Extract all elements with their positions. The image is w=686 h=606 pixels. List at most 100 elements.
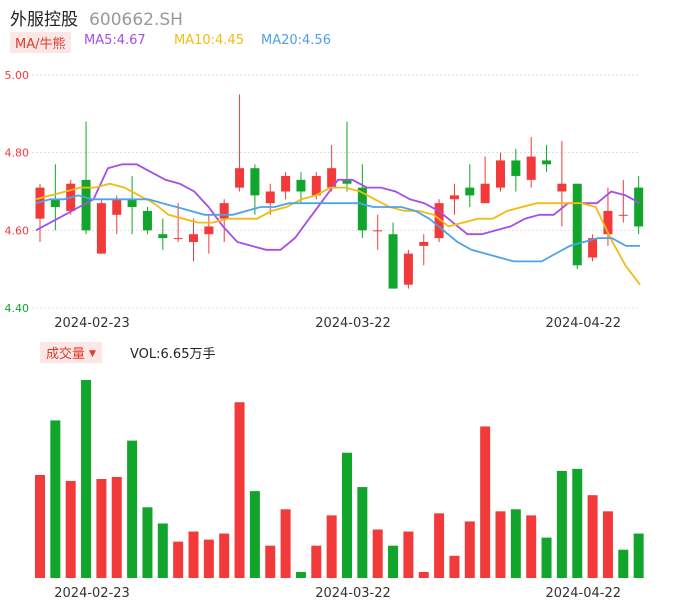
volume-bar <box>388 545 399 578</box>
price-tick-label: 4.60 <box>5 224 30 237</box>
candle-body <box>127 199 137 208</box>
volume-bar <box>249 491 260 578</box>
volume-bar <box>326 515 337 578</box>
volume-value: VOL:6.65万手 <box>130 347 216 362</box>
volume-bar <box>35 474 45 578</box>
volume-bar <box>203 539 214 578</box>
chevron-down-icon: ▼ <box>89 349 96 359</box>
candle-body <box>618 214 628 216</box>
volume-bar <box>157 523 168 578</box>
volume-bar <box>357 487 368 578</box>
ma10-value: MA10:4.45 <box>174 33 244 48</box>
candle-body <box>158 234 168 239</box>
volume-bar <box>342 452 352 578</box>
candle-body <box>403 253 413 285</box>
ma-line-ma5 <box>35 163 641 251</box>
volume-bar <box>111 476 122 578</box>
candle-body <box>112 199 122 215</box>
volume-bar <box>127 440 138 578</box>
candle-body <box>542 160 552 165</box>
volume-bar <box>572 468 583 578</box>
volume-bar <box>510 509 521 578</box>
candle-body <box>588 238 598 258</box>
candle-body <box>173 238 183 240</box>
volume-bar <box>311 545 322 578</box>
candle-body <box>142 210 152 231</box>
candle-body <box>81 179 91 231</box>
candle-body <box>511 160 521 176</box>
volume-bar <box>495 511 506 578</box>
volume-bar <box>142 507 153 578</box>
candle-body <box>634 187 644 227</box>
candle-body <box>327 168 337 188</box>
candle-body <box>204 226 214 235</box>
candle-body <box>496 160 505 188</box>
candle-body <box>281 175 291 192</box>
price-tick-label: 4.80 <box>5 147 30 160</box>
volume-bar <box>618 549 629 578</box>
volume-date-label: 2024-04-22 <box>545 586 621 601</box>
volume-bar <box>418 571 429 578</box>
volume-bar <box>480 426 491 578</box>
volume-date-label: 2024-02-23 <box>54 586 130 601</box>
volume-bar <box>633 533 644 578</box>
volume-bar <box>173 541 184 578</box>
volume-bar <box>372 529 383 578</box>
candle-body <box>373 230 383 232</box>
candle-body <box>357 187 367 231</box>
volume-bar <box>188 531 199 578</box>
candle-body <box>434 203 444 239</box>
candle-body <box>342 179 352 184</box>
candle-body <box>603 210 613 235</box>
ma20-value: MA20:4.56 <box>261 33 331 48</box>
candle-body <box>449 195 459 200</box>
volume-bar <box>556 470 567 578</box>
volume-bar <box>219 533 230 578</box>
volume-indicator-tag[interactable]: 成交量 ▼ <box>40 342 102 363</box>
candle-body <box>265 191 275 204</box>
ma5-value: MA5:4.67 <box>84 33 146 48</box>
candle-body <box>388 234 398 289</box>
ma-line-ma10 <box>35 182 641 286</box>
volume-bar <box>65 481 76 578</box>
volume-bar <box>265 545 276 578</box>
candle-body <box>572 183 582 266</box>
volume-bar <box>50 420 61 578</box>
stock-header: 外服控股 600662.SH <box>10 5 183 30</box>
volume-bar <box>81 380 92 578</box>
price-date-label: 2024-04-22 <box>545 316 621 331</box>
candle-body <box>96 203 106 254</box>
candle-body <box>311 175 321 196</box>
candle-body <box>296 179 306 192</box>
candle-body <box>526 156 536 180</box>
volume-tag-label: 成交量 <box>46 347 86 362</box>
volume-bar <box>587 495 598 578</box>
candle-body <box>189 234 198 242</box>
volume-bar <box>449 555 460 578</box>
candle-body <box>235 168 245 188</box>
price-tick-label: 4.40 <box>5 302 30 315</box>
candle-body <box>480 183 490 204</box>
stock-name: 外服控股 <box>10 10 78 30</box>
candle-body <box>465 187 475 196</box>
stock-code: 600662.SH <box>89 10 183 30</box>
volume-bar <box>541 537 552 578</box>
candle-body <box>419 241 429 246</box>
ma-line-ma20 <box>35 194 640 263</box>
volume-bar <box>526 515 537 578</box>
volume-bar <box>234 402 245 578</box>
candle-body <box>250 168 260 196</box>
volume-bar <box>434 513 445 578</box>
volume-bar <box>403 531 414 578</box>
candle-body <box>50 199 60 208</box>
volume-bar <box>280 509 291 578</box>
candle-body <box>35 187 45 219</box>
price-date-label: 2024-02-23 <box>54 316 130 331</box>
price-tick-label: 5.00 <box>5 69 30 82</box>
candle-body <box>219 203 229 219</box>
volume-bar <box>295 571 306 578</box>
ma-indicator-tag[interactable]: MA/牛熊 <box>10 32 71 53</box>
volume-bar <box>602 511 613 578</box>
volume-bar <box>96 479 107 578</box>
